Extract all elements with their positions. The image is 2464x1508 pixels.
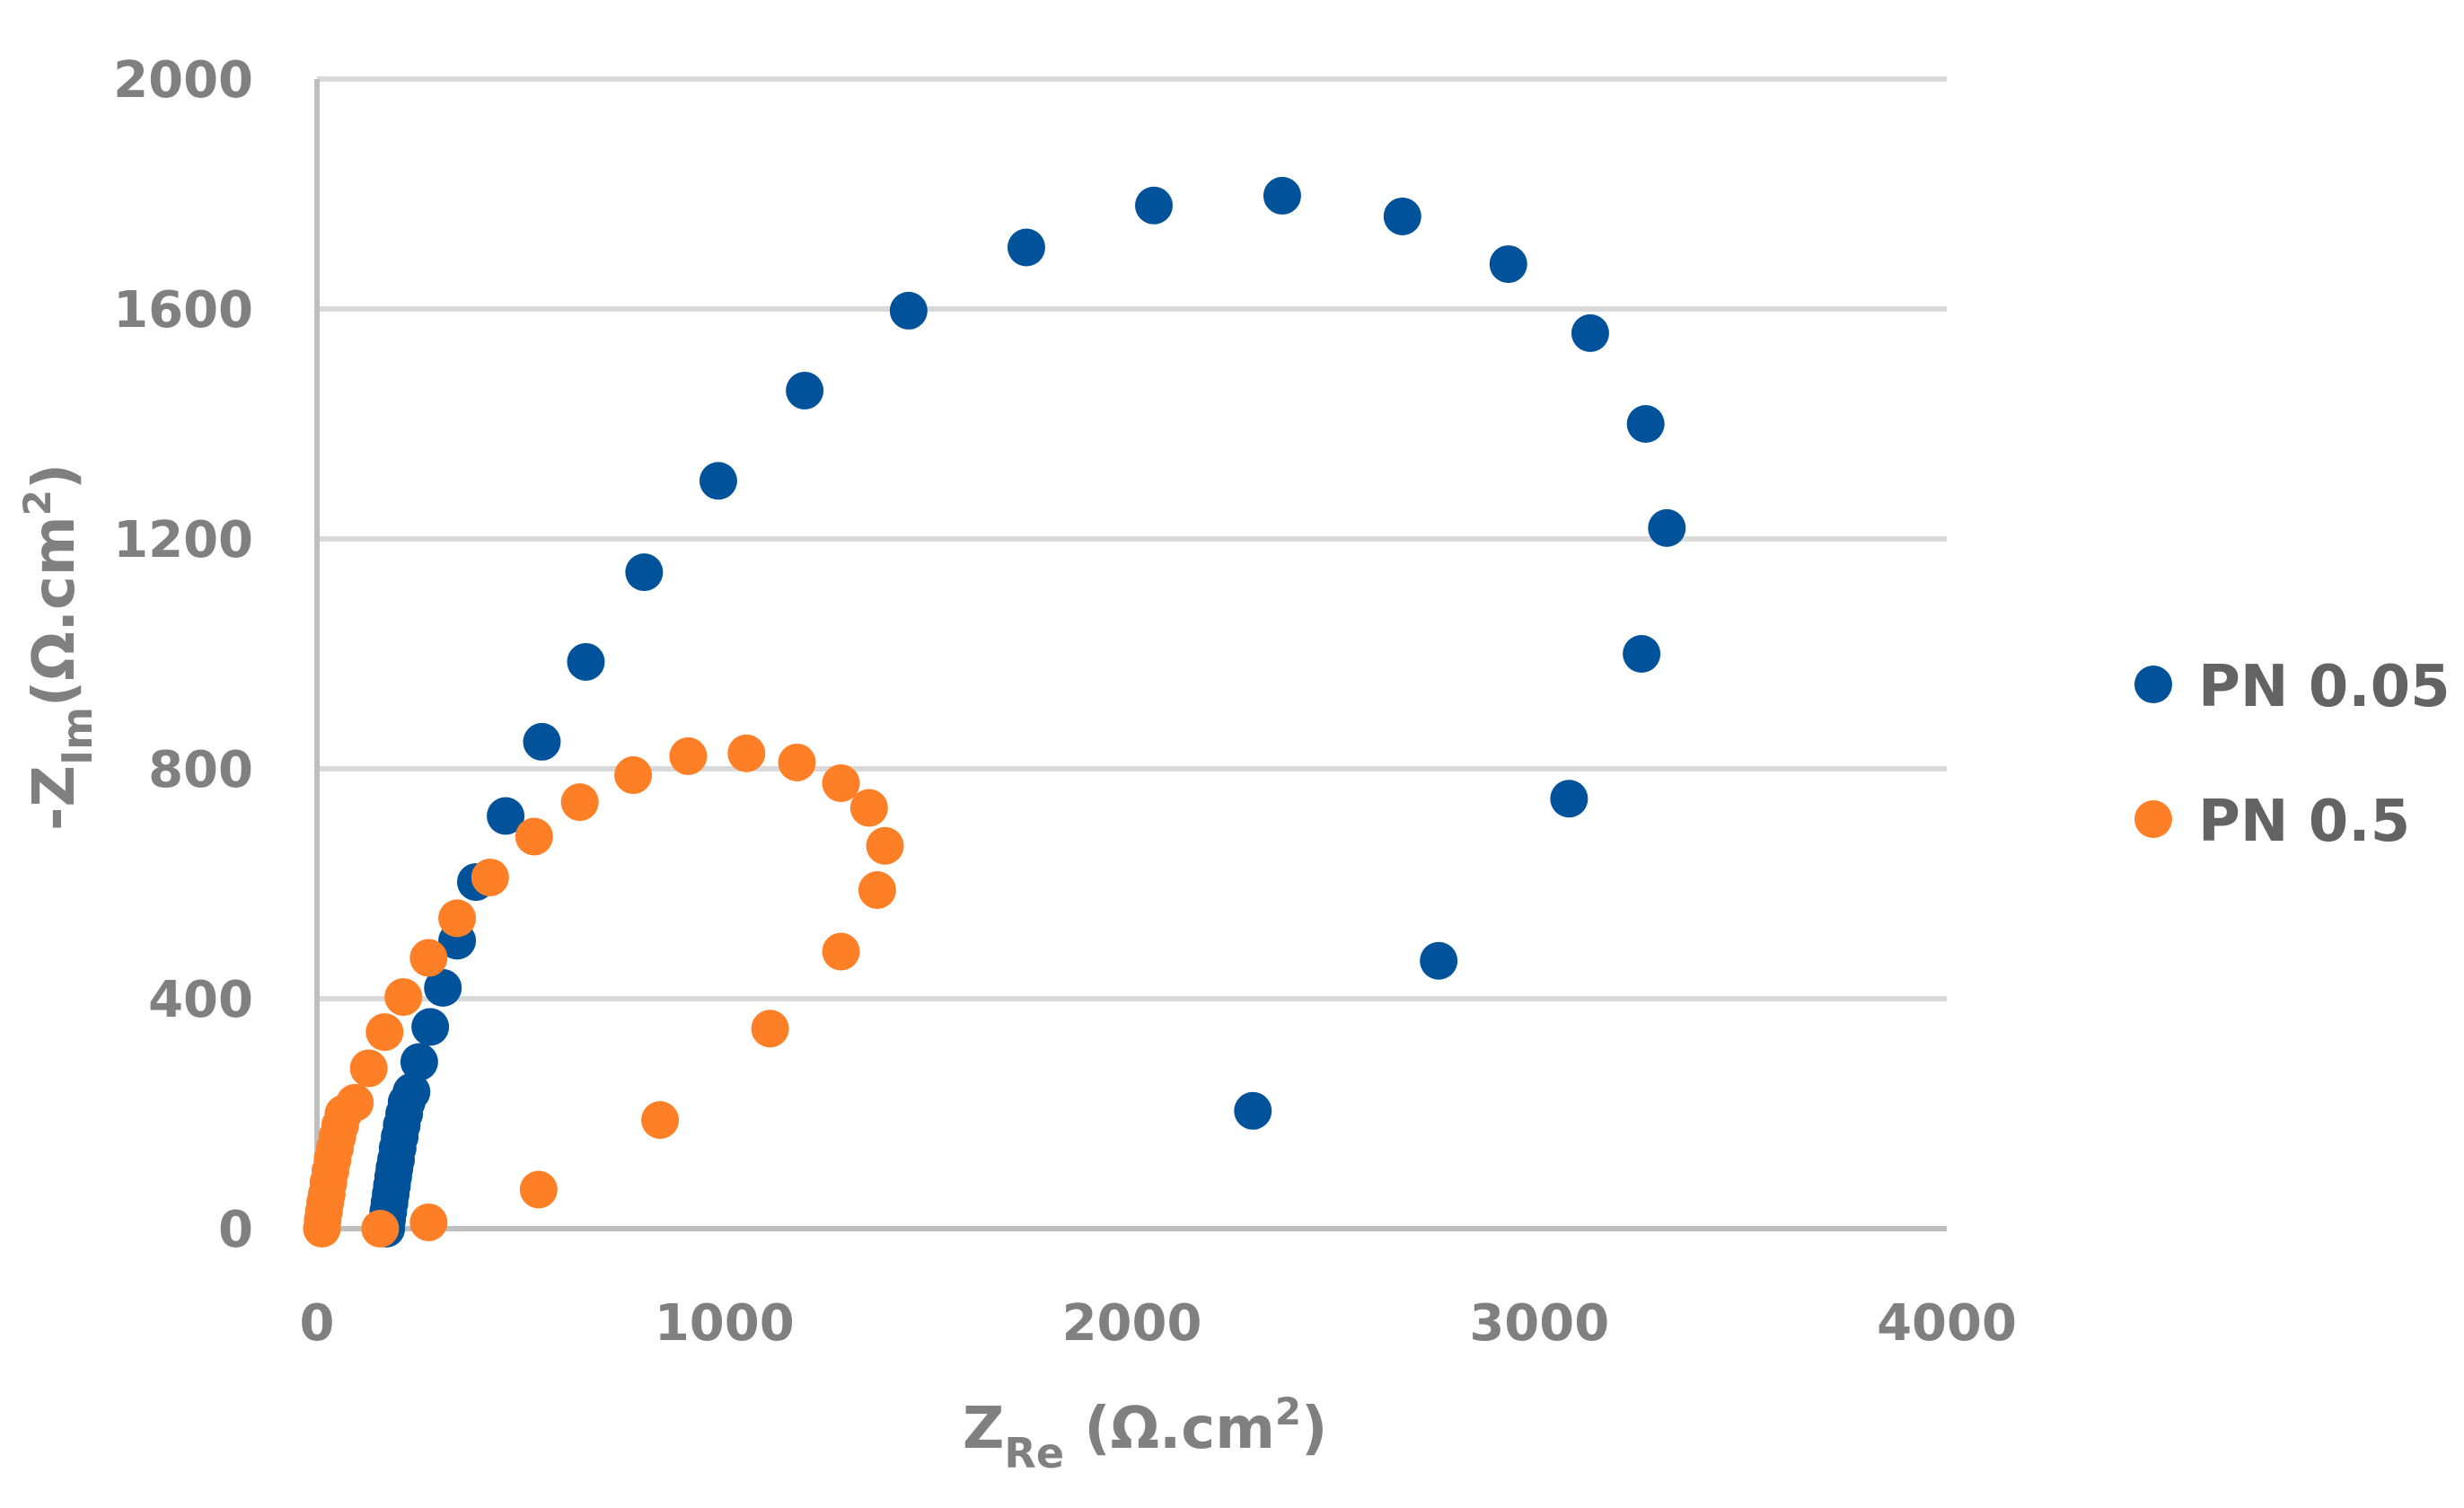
x-tick-label: 4000	[1877, 1294, 2017, 1353]
y-tick-labels: 0 400 800 1200 1600 2000	[113, 51, 253, 1259]
data-point[interactable]	[411, 1008, 450, 1046]
legend: PN 0.05 PN 0.5	[2134, 654, 2451, 855]
x-tick-label: 3000	[1469, 1294, 1609, 1353]
data-point[interactable]	[567, 642, 605, 681]
data-point[interactable]	[786, 371, 824, 410]
data-point[interactable]	[866, 826, 904, 865]
data-point[interactable]	[1007, 228, 1045, 267]
data-point[interactable]	[858, 871, 896, 910]
data-point[interactable]	[392, 1072, 431, 1111]
data-point[interactable]	[727, 734, 766, 772]
data-point[interactable]	[1489, 245, 1527, 284]
y-tick-label: 1600	[113, 281, 253, 340]
data-point[interactable]	[641, 1101, 680, 1140]
data-point[interactable]	[349, 1049, 388, 1088]
data-point[interactable]	[614, 756, 653, 795]
y-tick-label: 1200	[113, 511, 253, 569]
legend-marker-orange-icon	[2134, 800, 2172, 838]
data-point[interactable]	[778, 743, 816, 781]
data-point[interactable]	[1383, 197, 1421, 235]
data-point[interactable]	[409, 939, 448, 977]
data-point[interactable]	[751, 1010, 789, 1048]
legend-marker-blue-icon	[2134, 666, 2172, 703]
gridlines	[317, 76, 1947, 1001]
data-point[interactable]	[849, 789, 888, 827]
data-point[interactable]	[699, 462, 737, 500]
data-point[interactable]	[424, 968, 462, 1007]
data-point[interactable]	[487, 797, 525, 835]
data-point[interactable]	[1420, 941, 1458, 980]
x-tick-label: 1000	[655, 1294, 795, 1353]
data-point[interactable]	[515, 817, 553, 856]
series-pn-0-05	[367, 176, 1686, 1248]
data-point[interactable]	[669, 736, 708, 775]
data-point[interactable]	[1626, 405, 1665, 443]
legend-label: PN 0.5	[2198, 789, 2410, 855]
data-point[interactable]	[889, 291, 928, 330]
data-point[interactable]	[409, 1203, 448, 1241]
data-point[interactable]	[365, 1013, 404, 1052]
data-point[interactable]	[1550, 780, 1588, 818]
data-point[interactable]	[400, 1043, 438, 1081]
y-axis-title: -ZIm(Ω.cm2)	[15, 463, 101, 831]
data-point[interactable]	[1648, 508, 1686, 547]
legend-item-pn-0-05[interactable]: PN 0.05	[2134, 654, 2451, 720]
data-point[interactable]	[1623, 635, 1661, 673]
data-point[interactable]	[1234, 1091, 1272, 1130]
data-point[interactable]	[336, 1083, 374, 1122]
data-point[interactable]	[438, 899, 477, 938]
data-point[interactable]	[384, 978, 423, 1017]
data-point[interactable]	[1571, 313, 1609, 352]
data-point[interactable]	[519, 1170, 558, 1209]
x-tick-labels: 0 1000 2000 3000 4000	[300, 1294, 2017, 1353]
data-point[interactable]	[1263, 176, 1301, 215]
legend-item-pn-0-5[interactable]: PN 0.5	[2134, 789, 2410, 855]
series-pn-0-5	[303, 734, 904, 1248]
data-point[interactable]	[523, 722, 561, 761]
plot-area	[303, 176, 1686, 1248]
x-axis-title: ZRe (Ω.cm2)	[963, 1389, 1327, 1477]
data-point[interactable]	[822, 932, 860, 971]
x-tick-label: 2000	[1062, 1294, 1202, 1353]
data-point[interactable]	[361, 1210, 400, 1248]
data-point[interactable]	[560, 783, 599, 822]
y-tick-label: 800	[148, 741, 253, 799]
y-tick-label: 0	[218, 1201, 253, 1259]
data-point[interactable]	[625, 553, 664, 592]
data-point[interactable]	[822, 764, 860, 802]
x-tick-label: 0	[300, 1294, 335, 1353]
y-tick-label: 400	[148, 971, 253, 1029]
legend-label: PN 0.05	[2198, 654, 2451, 720]
data-point[interactable]	[471, 858, 509, 896]
y-tick-label: 2000	[113, 51, 253, 110]
data-point[interactable]	[1135, 186, 1174, 225]
